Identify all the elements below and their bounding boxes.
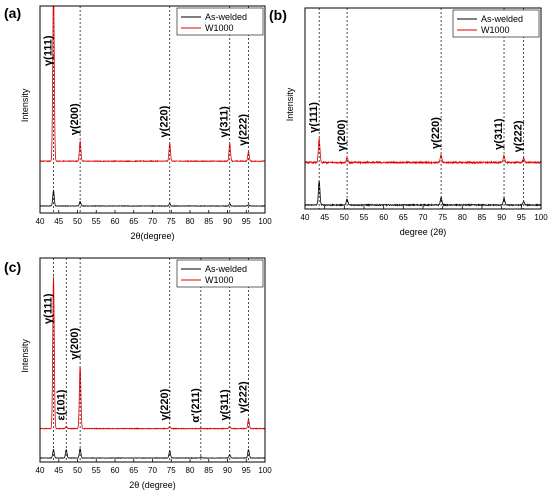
series-as-welded-line bbox=[40, 189, 265, 208]
legend-entry: As-welded bbox=[205, 12, 247, 22]
x-tick-label: 50 bbox=[73, 217, 82, 226]
peak-label: γ(220) bbox=[430, 117, 442, 149]
peak-label: α'(211) bbox=[190, 388, 202, 423]
peak-label: γ(111) bbox=[43, 35, 55, 66]
x-tick-label: 85 bbox=[204, 217, 213, 226]
x-tick-label: 75 bbox=[167, 217, 176, 226]
x-tick-label: 70 bbox=[148, 466, 157, 475]
x-tick-label: 70 bbox=[419, 213, 428, 222]
peak-label: γ(222) bbox=[238, 114, 250, 146]
x-tick-label: 60 bbox=[111, 217, 120, 226]
x-tick-label: 65 bbox=[399, 213, 408, 222]
peak-label: γ(220) bbox=[159, 388, 171, 420]
x-tick-label: 100 bbox=[534, 213, 548, 222]
x-axis-label: degree (2θ) bbox=[400, 227, 447, 237]
x-tick-label: 55 bbox=[92, 217, 101, 226]
y-axis-label: Intensity bbox=[20, 88, 30, 122]
x-tick-label: 80 bbox=[458, 213, 467, 222]
x-tick-label: 90 bbox=[223, 466, 232, 475]
peak-label: γ(200) bbox=[336, 119, 348, 151]
x-tick-label: 95 bbox=[242, 217, 251, 226]
series-as-welded-line bbox=[40, 448, 265, 459]
legend-entry: As-welded bbox=[205, 264, 247, 274]
x-tick-label: 75 bbox=[438, 213, 447, 222]
x-tick-label: 95 bbox=[242, 466, 251, 475]
series-as-welded-line bbox=[305, 180, 541, 207]
peak-label: γ(111) bbox=[308, 102, 320, 133]
legend-entry: W1000 bbox=[481, 25, 510, 35]
x-tick-label: 55 bbox=[360, 213, 369, 222]
peak-label: γ(200) bbox=[69, 103, 81, 135]
x-tick-label: 80 bbox=[186, 217, 195, 226]
peak-label: γ(311) bbox=[493, 118, 505, 150]
panel-label: (c) bbox=[4, 259, 21, 275]
legend-entry: W1000 bbox=[205, 23, 234, 33]
panel-label: (b) bbox=[269, 7, 287, 23]
x-tick-label: 60 bbox=[111, 466, 120, 475]
peak-label: γ(111) bbox=[43, 293, 55, 324]
panel-label: (a) bbox=[4, 5, 21, 21]
legend-box bbox=[452, 9, 540, 38]
legend-box bbox=[176, 7, 264, 36]
legend-entry: W1000 bbox=[205, 275, 234, 285]
x-tick-label: 45 bbox=[54, 466, 63, 475]
y-axis-label: Intensity bbox=[20, 339, 30, 373]
x-tick-label: 50 bbox=[340, 213, 349, 222]
peak-label: γ(311) bbox=[219, 106, 231, 138]
x-tick-label: 45 bbox=[54, 217, 63, 226]
peak-label: γ(200) bbox=[69, 327, 81, 359]
x-tick-label: 65 bbox=[129, 466, 138, 475]
x-tick-label: 50 bbox=[73, 466, 82, 475]
peak-label: γ(220) bbox=[159, 105, 171, 137]
x-tick-label: 65 bbox=[129, 217, 138, 226]
x-tick-label: 75 bbox=[167, 466, 176, 475]
x-tick-label: 90 bbox=[497, 213, 506, 222]
legend-box bbox=[176, 259, 264, 288]
x-tick-label: 85 bbox=[204, 466, 213, 475]
peak-label: γ(311) bbox=[219, 389, 231, 421]
y-axis-label: Intensity bbox=[285, 87, 295, 121]
chart-panel-2: 40 45 50 55 60 65 70 75 80 85 90 95 100 degree (2θ) In… bbox=[269, 7, 548, 237]
peak-label: γ(222) bbox=[238, 381, 250, 413]
peak-label: γ(222) bbox=[513, 120, 525, 152]
x-tick-label: 70 bbox=[148, 217, 157, 226]
series-w1000-line bbox=[40, 6, 265, 163]
peak-label: ε(101) bbox=[55, 389, 67, 420]
chart-panel-3: 40 45 50 55 60 65 70 75 80 85 90 95 100 2θ (degree) In… bbox=[4, 257, 272, 490]
plot-frame bbox=[304, 7, 542, 210]
series-w1000-line bbox=[305, 137, 541, 165]
legend-entry: As-welded bbox=[481, 14, 523, 24]
x-tick-label: 40 bbox=[36, 217, 45, 226]
x-tick-label: 45 bbox=[320, 213, 329, 222]
x-tick-label: 85 bbox=[478, 213, 487, 222]
series-w1000-line bbox=[40, 276, 265, 430]
x-tick-label: 95 bbox=[517, 213, 526, 222]
x-tick-label: 90 bbox=[223, 217, 232, 226]
x-tick-label: 80 bbox=[186, 466, 195, 475]
x-tick-label: 60 bbox=[379, 213, 388, 222]
x-tick-label: 40 bbox=[36, 466, 45, 475]
x-axis-label: 2θ(degree) bbox=[130, 231, 174, 241]
x-tick-label: 55 bbox=[92, 466, 101, 475]
chart-panel-1: 40 45 50 55 60 65 70 75 80 85 90 95 100 2θ(degree) Int… bbox=[4, 5, 272, 241]
x-tick-label: 100 bbox=[258, 466, 272, 475]
x-tick-label: 100 bbox=[258, 217, 272, 226]
x-axis-label: 2θ (degree) bbox=[129, 480, 176, 490]
x-tick-label: 40 bbox=[301, 213, 310, 222]
